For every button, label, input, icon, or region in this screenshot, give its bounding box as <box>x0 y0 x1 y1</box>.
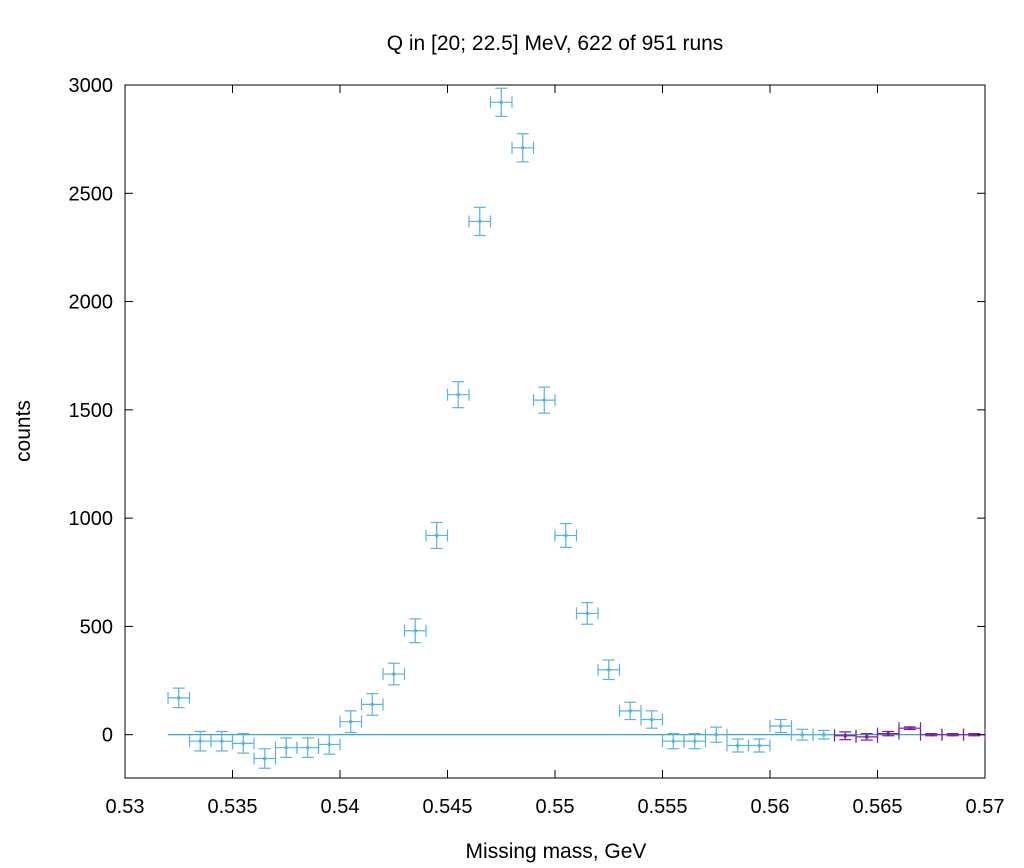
x-axis-label: Missing mass, GeV <box>466 840 647 863</box>
point-marker <box>692 739 697 743</box>
data-point <box>446 381 470 409</box>
point-marker <box>477 219 482 224</box>
data-point <box>941 728 965 741</box>
x-tick-label: 0.57 <box>966 796 1005 818</box>
point-marker <box>778 724 783 728</box>
data-point <box>253 748 277 769</box>
point-marker <box>348 719 353 724</box>
data-point <box>575 601 599 625</box>
point-marker <box>843 733 848 738</box>
data-point <box>747 738 771 753</box>
data-point <box>855 730 879 743</box>
data-point <box>425 521 449 550</box>
point-marker <box>327 742 332 747</box>
x-tick-label: 0.545 <box>422 796 472 818</box>
point-marker <box>585 611 590 616</box>
data-point <box>532 386 556 414</box>
point-marker <box>907 726 912 730</box>
data-point <box>167 687 191 709</box>
data-point <box>919 728 943 741</box>
data-point <box>360 692 384 716</box>
point-marker <box>499 100 504 105</box>
x-tick-label: 0.55 <box>536 796 575 818</box>
point-marker <box>606 667 611 672</box>
data-point <box>231 733 255 754</box>
y-tick-label: 1000 <box>69 508 114 530</box>
x-tick-label: 0.535 <box>207 796 257 818</box>
point-marker <box>413 628 418 633</box>
point-marker <box>219 739 224 743</box>
point-marker <box>757 743 762 748</box>
data-point <box>812 728 836 741</box>
point-marker <box>176 696 181 700</box>
point-marker <box>305 745 310 750</box>
data-point <box>833 729 857 742</box>
point-marker <box>262 756 267 761</box>
x-tick-label: 0.54 <box>321 796 360 818</box>
point-marker <box>649 717 654 722</box>
point-marker <box>520 146 525 150</box>
data-point <box>511 133 535 163</box>
y-tick-label: 0 <box>102 725 113 747</box>
data-point <box>898 722 922 735</box>
data-point <box>554 522 578 548</box>
y-tick-label: 2000 <box>69 292 114 314</box>
data-point <box>769 718 793 734</box>
point-marker <box>434 533 439 538</box>
point-marker <box>864 735 869 739</box>
point-marker <box>714 732 719 737</box>
y-tick-label: 2500 <box>69 183 114 205</box>
data-point <box>339 710 363 734</box>
point-marker <box>370 702 375 707</box>
data-point <box>618 701 642 721</box>
plot-frame <box>124 84 986 779</box>
x-tick-label: 0.53 <box>106 796 145 818</box>
data-point <box>790 728 814 741</box>
data-point <box>468 206 492 237</box>
x-axis: 0.53 0.535 0.54 0.545 0.55 0.555 0.56 0.565 0.57 <box>106 85 1005 818</box>
point-marker <box>950 732 955 737</box>
data-point <box>597 659 621 681</box>
point-marker <box>735 743 740 748</box>
data-point <box>640 710 664 729</box>
point-marker <box>456 392 461 397</box>
series-0 <box>167 87 836 769</box>
point-marker <box>628 709 633 713</box>
data-point <box>296 737 320 759</box>
x-tick-label: 0.56 <box>751 796 790 818</box>
y-tick-label: 500 <box>80 616 113 638</box>
data-point <box>403 618 427 644</box>
point-marker <box>886 731 891 736</box>
point-marker <box>821 732 826 737</box>
point-marker <box>671 739 676 743</box>
data-point <box>726 738 750 753</box>
data-point <box>489 87 513 118</box>
data-point <box>661 733 685 750</box>
point-marker <box>972 732 977 737</box>
point-marker <box>284 745 289 750</box>
point-marker <box>391 672 396 676</box>
y-axis-label: counts <box>12 400 35 462</box>
point-marker <box>198 739 203 743</box>
point-marker <box>241 741 246 746</box>
point-marker <box>800 732 805 737</box>
x-tick-label: 0.565 <box>852 796 902 818</box>
chart-title: Q in [20; 22.5] MeV, 622 of 951 runs <box>387 32 724 55</box>
series-1 <box>833 722 986 743</box>
point-marker <box>929 732 934 737</box>
point-marker <box>563 533 568 538</box>
data-point <box>382 662 406 686</box>
data-point <box>317 734 341 755</box>
y-tick-label: 3000 <box>69 75 114 97</box>
x-tick-label: 0.555 <box>637 796 687 818</box>
point-marker <box>542 398 547 402</box>
y-axis: 0 500 1000 1500 2000 2500 3000 <box>69 75 985 747</box>
data-point <box>704 726 728 743</box>
data-point <box>683 733 707 750</box>
y-tick-label: 1500 <box>69 400 114 422</box>
data-point <box>876 727 900 740</box>
plot-area <box>124 84 986 779</box>
data-point <box>274 737 298 759</box>
